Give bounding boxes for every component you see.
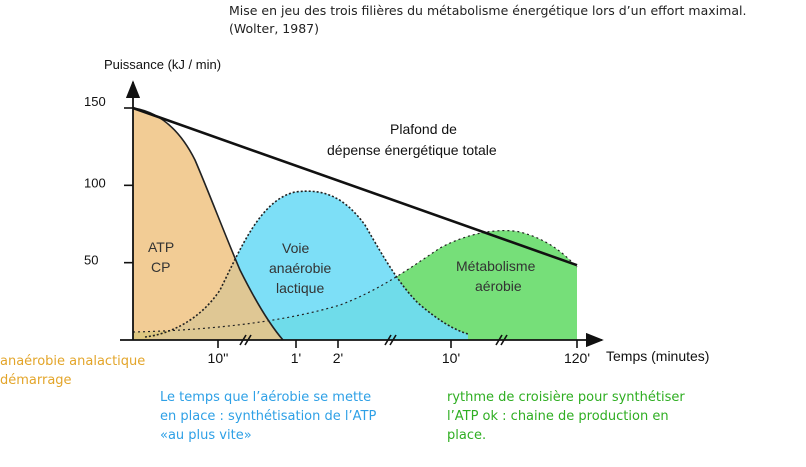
x-tick-label: 1' <box>291 350 301 366</box>
lactic-label-line3: lactique <box>276 280 324 296</box>
aerobic-label-line2: aérobie <box>475 278 522 294</box>
caption-title: Mise en jeu des trois filières du métabo… <box>229 3 747 18</box>
lactic-label-line1: Voie <box>282 240 309 256</box>
ceiling-label-line1: Plafond de <box>390 121 457 137</box>
atp-cp-curve <box>132 107 284 341</box>
x-tick-label: 2' <box>333 350 343 366</box>
annotation-line: démarrage <box>0 373 72 388</box>
x-tick-label: 10' <box>442 350 460 366</box>
annotation-line: rythme de croisière pour synthétiser <box>447 390 685 405</box>
x-tick-label: 10'' <box>208 350 229 366</box>
aerobic-label-line1: Métabolisme <box>456 258 536 274</box>
ceiling-label-line2: dépense énergétique totale <box>327 142 497 158</box>
y-ticks: 150 100 50 <box>84 94 133 268</box>
axis-break-marks <box>239 334 508 346</box>
annotation-line: Le temps que l’aérobie se mette <box>160 390 372 405</box>
y-tick-label: 50 <box>84 253 98 268</box>
caption-source: (Wolter, 1987) <box>229 21 319 36</box>
aerobic-area <box>133 230 577 340</box>
annotation-line: «au plus vite» <box>160 428 252 443</box>
y-tick-label: 100 <box>84 175 106 190</box>
y-tick-label: 150 <box>84 94 106 109</box>
annotation-line: en place : synthétisation de l’ATP <box>160 409 377 424</box>
x-axis-label: Temps (minutes) <box>606 348 709 364</box>
annotation-aerobic: rythme de croisière pour synthétiser l’A… <box>447 388 737 445</box>
annotation-anaerobic-lactic: Le temps que l’aérobie se mette en place… <box>160 388 415 445</box>
x-ticks: 10'' 1' 2' 10' 120' <box>208 340 590 366</box>
figure-caption: Mise en jeu des trois filières du métabo… <box>229 2 804 38</box>
annotation-line: l’ATP ok : chaine de production en <box>447 409 669 424</box>
cp-label: CP <box>151 259 170 275</box>
y-axis-label: Puissance (kJ / min) <box>104 57 221 72</box>
ceiling-line <box>132 106 578 267</box>
lactic-curve <box>144 190 469 338</box>
annotation-anaerobic-alactic: anaérobie analactique démarrage <box>0 352 200 390</box>
annotation-line: anaérobie analactique <box>0 354 146 369</box>
x-tick-label: 120' <box>564 350 590 366</box>
atp-label: ATP <box>148 239 174 255</box>
lactic-label-line2: anaérobie <box>269 260 331 276</box>
annotation-line: place. <box>447 428 487 443</box>
